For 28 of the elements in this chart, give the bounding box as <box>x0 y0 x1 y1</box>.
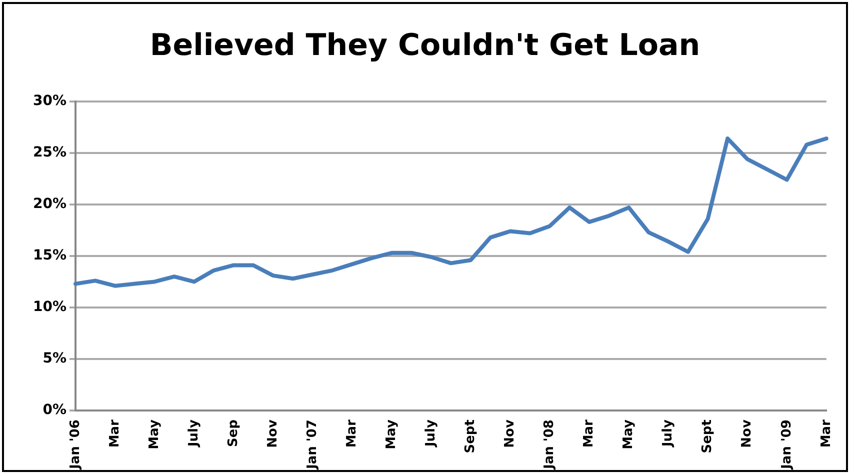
x-tick-label: Sept <box>463 420 478 454</box>
x-tick-label: Sep <box>226 420 241 448</box>
x-tick-label: Jan '08 <box>542 420 558 470</box>
x-tick-label: Jan '09 <box>779 420 794 470</box>
y-tick-label: 15% <box>32 248 67 264</box>
y-tick-label: 0% <box>42 402 67 418</box>
y-tick-label: 20% <box>32 196 67 212</box>
x-tick-label: Mar <box>818 418 834 448</box>
x-tick-label: May <box>146 419 162 450</box>
y-tick-label: 25% <box>32 144 67 161</box>
x-tick-label: Nov <box>502 419 518 448</box>
x-tick-label: May <box>384 419 400 450</box>
x-tick-label: July <box>424 419 439 448</box>
x-tick-label: Nov <box>740 419 755 448</box>
x-tick-label: July <box>660 419 676 448</box>
x-tick-label: Mar <box>582 418 597 448</box>
y-tick-label: 30% <box>32 93 67 110</box>
x-tick-label: May <box>621 419 636 450</box>
x-tick-label: July <box>186 419 202 448</box>
y-tick-label: 5% <box>42 350 67 367</box>
chart-title: Believed They Couldn't Get Loan <box>148 28 702 63</box>
x-tick-label: Jan '07 <box>305 420 320 470</box>
x-tick-label: Sept <box>700 420 716 454</box>
y-tick-label: 10% <box>32 299 67 316</box>
x-tick-label: Nov <box>265 419 280 448</box>
x-tick-label: Jan '06 <box>68 420 83 470</box>
x-tick-label: Mar <box>107 418 122 448</box>
x-tick-label: Mar <box>344 418 360 448</box>
